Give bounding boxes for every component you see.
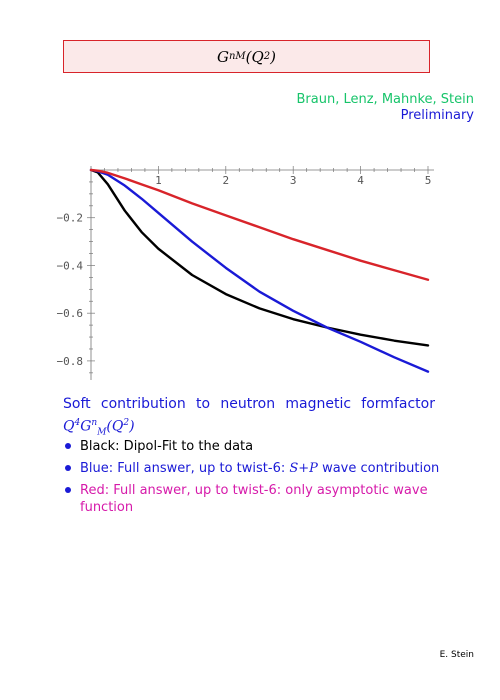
title-arg: (Q xyxy=(245,47,264,66)
bullet-math: S+P xyxy=(289,461,318,476)
status-label: Preliminary xyxy=(400,108,474,123)
formula-g-sub: M xyxy=(97,427,107,438)
title-g: G xyxy=(216,47,229,66)
x-tick-label: 2 xyxy=(222,174,229,187)
title-g-sup: n xyxy=(228,51,236,62)
formfactor-chart: 1 2 3 4 5 −0.2 −0.4 −0.6 −0.8 xyxy=(57,166,434,380)
series-asymptotic-line xyxy=(89,168,430,281)
bullet-dot-icon xyxy=(65,487,71,493)
formula-arg: (Q xyxy=(106,418,124,435)
legend-bullets: Black: Dipol-Fit to the data Blue: Full … xyxy=(63,438,443,521)
title-arg-sup: 2 xyxy=(263,51,271,62)
bullet-dot-icon xyxy=(65,465,71,471)
formula-arg-sup: 2 xyxy=(123,418,130,428)
x-tick-label: 4 xyxy=(357,174,364,187)
formula-q-sup: 4 xyxy=(74,418,81,428)
caption-word: contribution xyxy=(100,396,186,412)
authors: Braun, Lenz, Mahnke, Stein xyxy=(296,92,475,107)
bullet-blue: Blue: Full answer, up to twist-6: S+P wa… xyxy=(63,460,443,477)
caption-formula: Q4GnM(Q2) xyxy=(63,414,435,442)
y-tick-label: −0.6 xyxy=(57,307,84,320)
caption-line-1: Soft contribution to neutron magnetic fo… xyxy=(63,395,435,414)
caption-word: neutron xyxy=(220,396,276,412)
formula-arg-close: ) xyxy=(129,418,135,435)
y-tick-label: −0.8 xyxy=(57,355,84,368)
caption-word: magnetic xyxy=(285,396,352,412)
x-tick-label: 3 xyxy=(290,174,297,187)
title-arg-close: ) xyxy=(270,47,277,66)
formula-g-sup: n xyxy=(91,418,98,428)
y-tick-label: −0.2 xyxy=(57,212,84,225)
x-tick-label: 1 xyxy=(155,174,162,187)
formula-q: Q xyxy=(63,418,75,435)
title-g-sub: M xyxy=(235,51,246,62)
caption-word: formfactor xyxy=(361,396,435,412)
series-s-p-wave-line xyxy=(89,168,430,373)
bullet-text: Blue: Full answer, up to twist-6: xyxy=(80,461,286,476)
series-dipol-fit-line xyxy=(89,168,430,347)
bullet-black: Black: Dipol-Fit to the data xyxy=(63,438,443,455)
footer-author: E. Stein xyxy=(439,650,474,660)
bullet-text: Black: Dipol-Fit to the data xyxy=(80,439,254,454)
bullet-dot-icon xyxy=(65,443,71,449)
bullet-text: Red: Full answer, up to twist-6: only as… xyxy=(80,483,428,515)
x-tick-label: 5 xyxy=(425,174,432,187)
formula-g: G xyxy=(80,418,92,435)
caption-word: Soft xyxy=(63,396,91,412)
caption-word: to xyxy=(196,396,211,412)
bullet-tail: wave contribution xyxy=(322,461,440,476)
y-tick-label: −0.4 xyxy=(57,259,84,272)
caption: Soft contribution to neutron magnetic fo… xyxy=(63,395,435,442)
bullet-red: Red: Full answer, up to twist-6: only as… xyxy=(63,482,443,516)
